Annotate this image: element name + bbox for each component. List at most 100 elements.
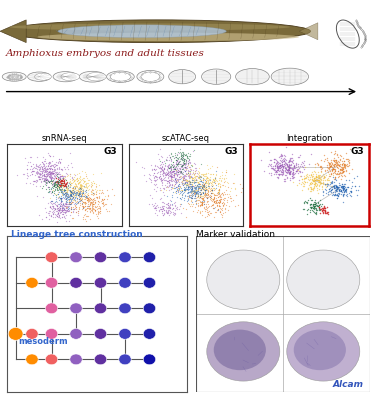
Point xyxy=(213,182,219,188)
Point xyxy=(325,181,331,188)
Point xyxy=(36,164,42,170)
Point xyxy=(55,205,61,211)
Point xyxy=(58,177,64,184)
Point xyxy=(169,202,175,208)
Point xyxy=(72,200,78,206)
Point xyxy=(55,206,61,213)
Point xyxy=(68,192,74,199)
Point xyxy=(220,196,226,202)
Point xyxy=(62,185,68,191)
Point xyxy=(328,157,334,164)
Point xyxy=(54,172,60,179)
Point xyxy=(193,195,199,201)
Point xyxy=(80,204,86,210)
Point xyxy=(215,200,221,206)
Point xyxy=(169,153,175,160)
Point xyxy=(178,150,184,157)
Point xyxy=(83,200,89,206)
Point xyxy=(325,210,331,217)
Point xyxy=(55,209,61,215)
Point xyxy=(192,189,198,196)
Point xyxy=(93,203,99,210)
Point xyxy=(61,180,67,186)
Point xyxy=(345,158,351,164)
Point xyxy=(188,198,194,205)
Point xyxy=(95,198,101,204)
Point xyxy=(270,166,276,172)
Point xyxy=(183,170,189,176)
Point xyxy=(58,189,64,195)
Point xyxy=(58,195,64,202)
Point xyxy=(184,183,190,189)
Point xyxy=(79,200,85,206)
Point xyxy=(187,170,193,176)
Point xyxy=(223,169,229,175)
Point xyxy=(71,183,77,189)
Point xyxy=(183,165,189,172)
Point xyxy=(79,197,85,203)
Point xyxy=(173,176,179,183)
Point xyxy=(289,155,295,161)
Point xyxy=(284,161,290,168)
Point xyxy=(331,169,337,175)
Point xyxy=(89,208,95,215)
Point xyxy=(193,186,199,193)
Point xyxy=(190,175,196,181)
Point xyxy=(301,178,307,184)
Point xyxy=(286,159,292,165)
Point xyxy=(198,201,204,207)
Point xyxy=(168,181,174,187)
Point xyxy=(182,179,188,186)
Point xyxy=(82,177,88,184)
Point xyxy=(280,170,286,177)
Point xyxy=(159,177,165,184)
Point xyxy=(63,212,69,218)
Circle shape xyxy=(143,354,156,365)
Point xyxy=(205,181,211,187)
Point xyxy=(281,176,287,182)
Point xyxy=(280,169,286,176)
Point xyxy=(209,190,215,196)
Point xyxy=(86,202,92,209)
Point xyxy=(299,163,305,169)
Point xyxy=(162,171,168,178)
Point xyxy=(76,184,82,191)
Point xyxy=(335,184,341,190)
Point xyxy=(25,159,31,166)
Point xyxy=(187,159,193,165)
Point xyxy=(192,198,198,204)
Point xyxy=(60,194,66,200)
Point xyxy=(182,173,188,180)
Point xyxy=(186,183,192,190)
Point xyxy=(33,163,39,169)
Point xyxy=(206,208,212,214)
Point xyxy=(42,176,48,183)
Point xyxy=(51,182,57,188)
Point xyxy=(67,182,73,188)
Point xyxy=(221,179,227,185)
Point xyxy=(309,174,315,180)
Point xyxy=(317,206,323,213)
Point xyxy=(63,195,69,202)
Point xyxy=(62,203,68,209)
Point xyxy=(217,182,223,189)
Point xyxy=(82,199,88,205)
Point xyxy=(79,187,85,194)
Point xyxy=(188,195,194,202)
Point xyxy=(172,166,178,172)
Point xyxy=(274,167,280,174)
Point xyxy=(162,162,168,169)
Point xyxy=(280,164,286,170)
Point xyxy=(210,197,216,204)
Point xyxy=(165,163,171,169)
Point xyxy=(325,169,331,176)
Circle shape xyxy=(119,328,131,339)
Point xyxy=(52,163,58,169)
Point xyxy=(322,182,328,189)
Point xyxy=(199,195,205,201)
Point xyxy=(203,186,209,192)
Point xyxy=(176,176,182,182)
Point xyxy=(62,200,68,207)
Point xyxy=(72,176,78,183)
Point xyxy=(172,180,178,187)
